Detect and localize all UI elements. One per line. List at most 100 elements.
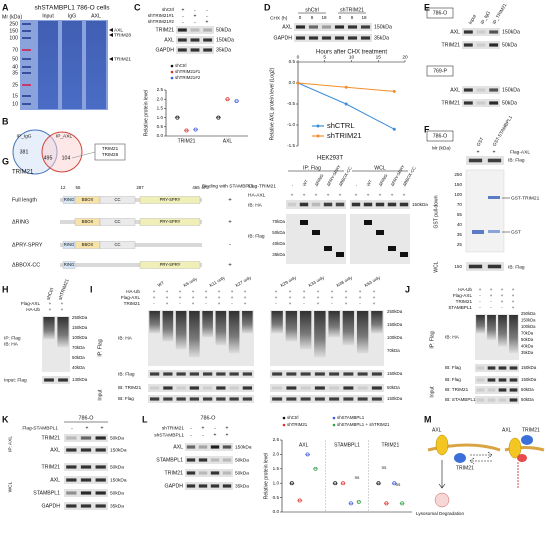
band — [229, 397, 239, 401]
label: TRIM21 — [102, 146, 119, 151]
blot — [294, 23, 372, 31]
panel-letter: G — [2, 156, 9, 166]
legend-swatch — [170, 76, 174, 80]
label: TRIM21 — [124, 301, 141, 306]
label: AXL — [432, 427, 442, 433]
domain — [139, 218, 201, 226]
band — [299, 202, 309, 207]
band — [360, 36, 371, 40]
band — [376, 230, 384, 235]
panel-title: shSTAMBPL1 786-O cells — [34, 5, 110, 12]
blot — [148, 384, 254, 392]
cell-box — [426, 7, 454, 19]
band — [487, 158, 502, 163]
time-label: 18 — [361, 15, 367, 20]
band — [95, 491, 106, 495]
panel-letter: L — [142, 414, 148, 424]
y-tick-label: 1.0 — [157, 115, 164, 120]
label: 70 — [457, 202, 463, 207]
sign: + — [244, 289, 247, 294]
label: 50kDa — [387, 385, 400, 390]
band — [498, 378, 507, 382]
domain-label: CC — [114, 219, 120, 224]
label: IB: Flag — [445, 365, 461, 370]
label: shCtrl — [162, 7, 174, 12]
annotation: ns — [396, 482, 401, 487]
y-tick-label: 0.5 — [273, 495, 280, 500]
band — [476, 388, 485, 392]
gel-lane — [86, 21, 106, 109]
label: AXL — [450, 29, 460, 35]
band — [66, 465, 77, 469]
label: TRIM21 — [522, 427, 540, 433]
residue-label: 12 — [61, 185, 66, 190]
blot — [462, 28, 500, 36]
label: 10 — [12, 101, 18, 107]
blot — [270, 384, 384, 392]
sign: + — [512, 293, 515, 298]
band — [509, 378, 518, 382]
label: IB: Flag — [118, 396, 134, 401]
band — [321, 36, 332, 40]
label: 50kDa — [110, 464, 124, 470]
band — [66, 491, 77, 495]
label: 130kDa — [72, 377, 88, 382]
label: 150 — [454, 264, 462, 269]
chart-title: Hours after CHX treatment — [316, 50, 387, 56]
label: IB: Flag — [118, 371, 135, 377]
label: 70kDa — [72, 345, 85, 350]
label: 40kDa — [521, 344, 534, 349]
label: TRIM21 — [165, 470, 184, 476]
band — [387, 202, 397, 207]
label: Input: Flag — [4, 377, 27, 383]
time-label: 0 — [299, 15, 302, 20]
band — [66, 504, 77, 508]
label: IB: HA — [118, 335, 133, 341]
label: 50kDa — [235, 470, 249, 476]
smear — [57, 317, 69, 348]
lane-label: K33 only — [308, 275, 326, 288]
sign: - — [205, 301, 207, 306]
band — [324, 246, 332, 251]
label: CHX (h) — [270, 15, 288, 21]
label: 70kDa — [387, 348, 400, 353]
ladder-band — [22, 84, 31, 86]
label: 786-O — [433, 133, 447, 139]
legend-label: shCtrl — [175, 63, 186, 68]
point — [344, 85, 348, 89]
sign: + — [101, 425, 104, 431]
sign: + — [291, 193, 294, 198]
smear — [285, 311, 298, 342]
sign: + — [218, 289, 221, 294]
label: 786-O — [201, 415, 216, 421]
label: 150kDa — [110, 477, 127, 483]
band — [329, 397, 340, 401]
x-tick-label: 20 — [402, 54, 408, 60]
lane-label: Input — [468, 13, 478, 25]
band — [476, 101, 486, 105]
membrane — [427, 443, 545, 452]
label: IB: HA — [445, 334, 460, 340]
band — [229, 372, 239, 376]
trim21-shape — [521, 435, 533, 445]
band — [95, 436, 106, 440]
band — [347, 36, 358, 40]
sign: + — [244, 295, 247, 300]
label: 495 — [44, 155, 53, 161]
label: 786-O — [433, 10, 447, 16]
band — [242, 397, 253, 401]
label: shTRIM21 — [340, 7, 364, 13]
domain — [99, 218, 136, 226]
band — [202, 372, 213, 376]
smear — [175, 311, 187, 350]
sign: + — [275, 289, 278, 294]
band — [388, 246, 396, 251]
sign: + — [303, 289, 306, 294]
sign: - — [479, 299, 481, 304]
label: 40kDa — [72, 365, 85, 370]
sign: - — [229, 243, 231, 249]
label: Lysosomal Degradation — [416, 511, 465, 516]
band — [287, 202, 297, 207]
